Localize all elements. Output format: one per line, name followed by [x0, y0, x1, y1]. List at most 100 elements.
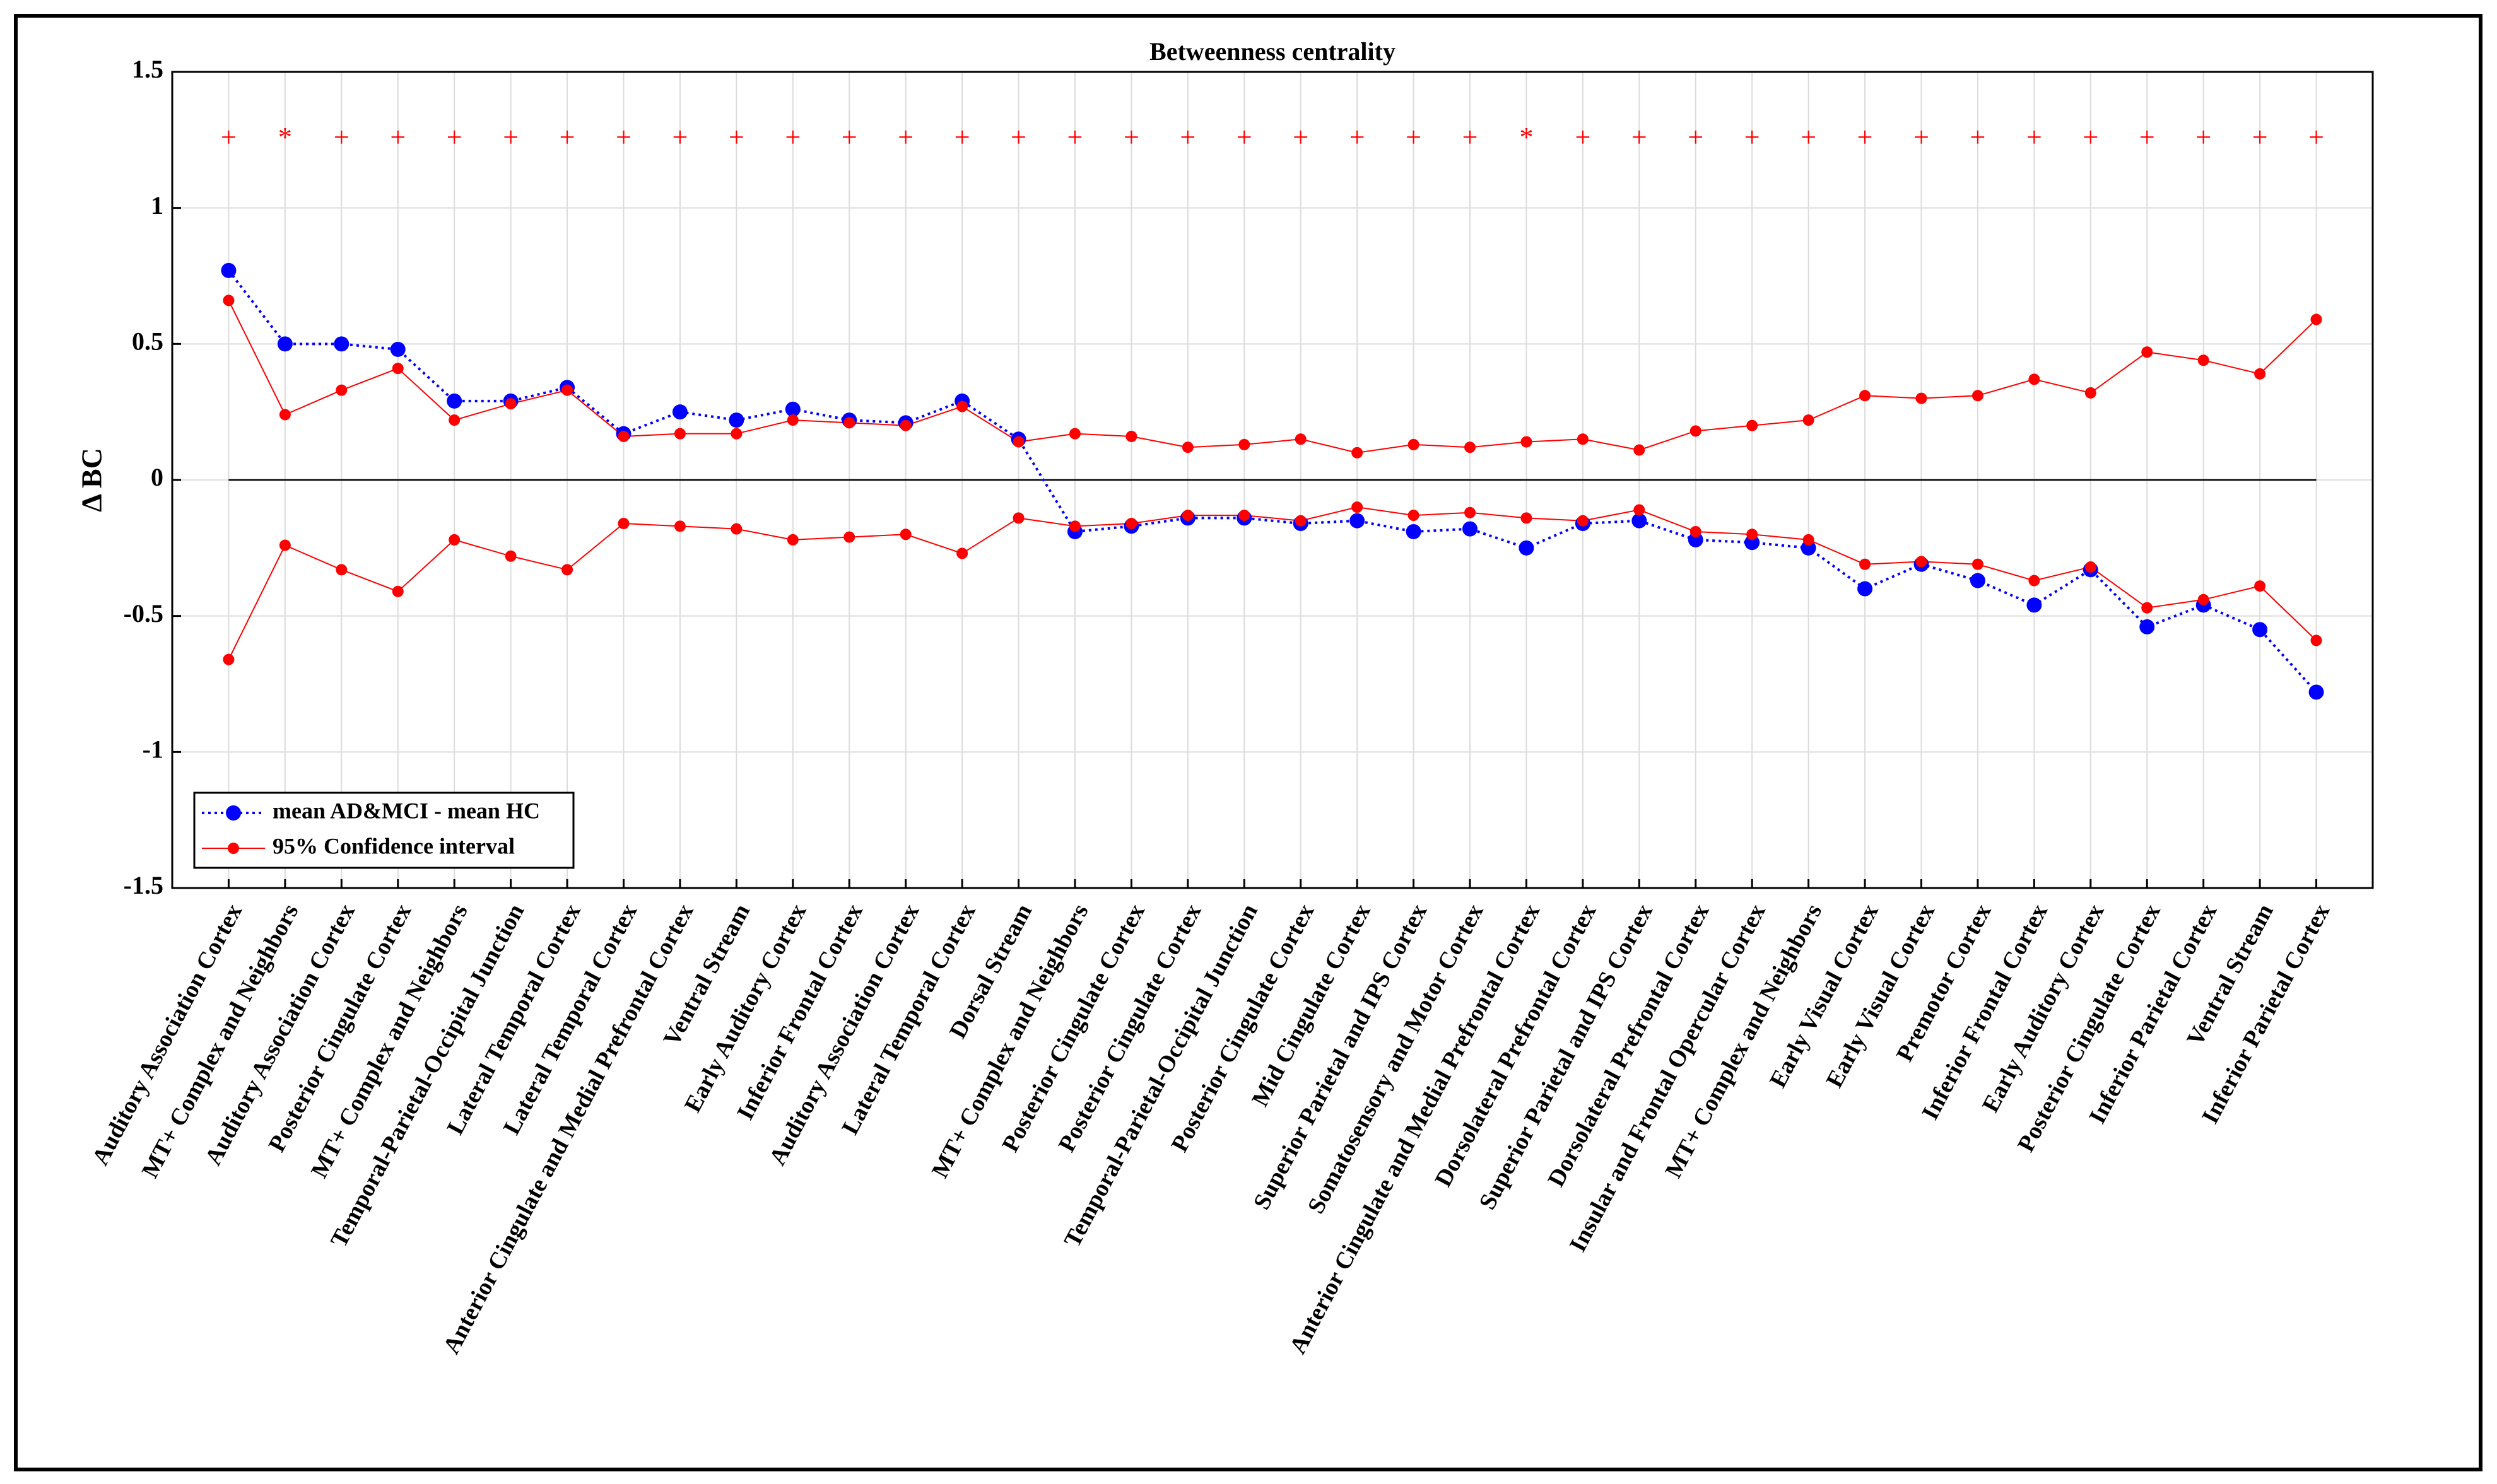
significance-marker: + — [955, 122, 970, 153]
significance-marker: + — [1631, 122, 1647, 153]
ci-lower-point — [1407, 510, 1419, 522]
significance-marker: + — [1293, 122, 1308, 153]
mean-point — [672, 404, 688, 420]
mean-point — [221, 262, 237, 278]
ci-lower-point — [561, 564, 573, 576]
significance-marker: + — [1406, 122, 1421, 153]
legend-label: mean AD&MCI - mean HC — [273, 798, 540, 823]
mean-point — [1406, 523, 1421, 539]
y-tick-label: 0 — [151, 463, 163, 491]
ci-lower-point — [1069, 520, 1081, 532]
y-tick-label: 1 — [151, 191, 163, 219]
ci-lower-point — [2310, 634, 2322, 646]
ci-upper-point — [1915, 392, 1927, 404]
ci-lower-point — [1689, 525, 1701, 537]
significance-marker: + — [785, 122, 801, 153]
significance-marker: + — [447, 122, 462, 153]
significance-marker: + — [1124, 122, 1139, 153]
mean-point — [785, 401, 801, 417]
ci-lower-point — [1915, 556, 1927, 568]
mean-point — [277, 336, 293, 352]
mean-point — [1970, 573, 1985, 588]
ci-upper-point — [2310, 313, 2322, 325]
ci-upper-point — [1633, 444, 1645, 456]
legend-marker — [226, 805, 241, 821]
ci-lower-point — [1182, 510, 1194, 522]
ci-upper-point — [2197, 354, 2209, 366]
significance-marker: + — [1067, 122, 1083, 153]
ci-upper-point — [1013, 436, 1025, 448]
ci-lower-point — [1520, 512, 1532, 524]
ci-lower-point — [1351, 501, 1363, 513]
ci-upper-point — [2028, 373, 2040, 385]
significance-marker: + — [1801, 122, 1816, 153]
mean-point — [2139, 619, 2155, 634]
ci-lower-point — [2197, 593, 2209, 605]
ci-upper-point — [843, 417, 855, 429]
ci-lower-point — [392, 585, 404, 597]
ci-upper-point — [1182, 441, 1194, 453]
significance-marker: + — [729, 122, 744, 153]
significance-marker: + — [1011, 122, 1026, 153]
y-tick-label: -0.5 — [124, 599, 163, 628]
ci-upper-point — [336, 384, 348, 396]
significance-marker: + — [2083, 122, 2098, 153]
ci-lower-line — [228, 506, 2317, 660]
ci-lower-point — [1013, 512, 1025, 524]
mean-point — [334, 336, 350, 352]
mean-line — [227, 269, 2318, 693]
ci-lower-point — [1464, 506, 1476, 518]
mean-point — [1744, 535, 1760, 551]
significance-marker: + — [1180, 122, 1196, 153]
ci-lower-point — [1125, 518, 1137, 530]
mean-point — [729, 412, 744, 428]
ci-upper-point — [900, 419, 912, 431]
ci-lower-point — [731, 523, 743, 535]
significance-marker: + — [2252, 122, 2268, 153]
legend-box — [193, 792, 575, 869]
ci-upper-point — [1689, 425, 1701, 437]
y-tick-label: 1.5 — [132, 55, 163, 83]
significance-marker: + — [390, 122, 406, 153]
ci-upper-point — [1069, 428, 1081, 440]
ci-upper-point — [1125, 430, 1137, 442]
significance-marker: * — [278, 122, 292, 153]
significance-marker: + — [1913, 122, 1929, 153]
significance-marker: + — [2026, 122, 2042, 153]
mean-point — [1349, 513, 1365, 529]
mean-point — [2026, 597, 2042, 613]
significance-marker: + — [1237, 122, 1252, 153]
ci-lower-point — [843, 531, 855, 543]
ci-lower-point — [1746, 529, 1758, 540]
mean-point — [2252, 622, 2268, 638]
y-axis-label: Δ BC — [76, 448, 108, 512]
ci-lower-point — [1577, 515, 1589, 527]
ci-lower-point — [336, 564, 348, 576]
mean-point — [1519, 540, 1534, 556]
legend-label: 95% Confidence interval — [273, 833, 515, 858]
ci-upper-point — [449, 414, 461, 426]
ci-upper-point — [1746, 419, 1758, 431]
significance-marker: + — [1349, 122, 1365, 153]
outer-border — [14, 14, 2482, 1471]
ci-upper-point — [561, 384, 573, 396]
ci-upper-point — [674, 428, 686, 440]
ci-upper-point — [1802, 414, 1814, 426]
mean-point — [1462, 521, 1478, 537]
ci-lower-point — [787, 534, 799, 546]
significance-marker: + — [1688, 122, 1703, 153]
ci-lower-point — [1633, 504, 1645, 516]
mean-point — [1857, 581, 1873, 597]
ci-upper-point — [505, 398, 517, 410]
significance-marker: + — [616, 122, 632, 153]
ci-upper-point — [1577, 433, 1589, 445]
significance-marker: + — [2195, 122, 2211, 153]
ci-upper-point — [279, 409, 291, 421]
significance-marker: + — [673, 122, 688, 153]
ci-upper-point — [956, 400, 968, 412]
ci-lower-point — [618, 518, 630, 530]
ci-lower-point — [2141, 602, 2153, 614]
ci-lower-point — [674, 520, 686, 532]
chart-title: Betweenness centrality — [1149, 37, 1395, 66]
